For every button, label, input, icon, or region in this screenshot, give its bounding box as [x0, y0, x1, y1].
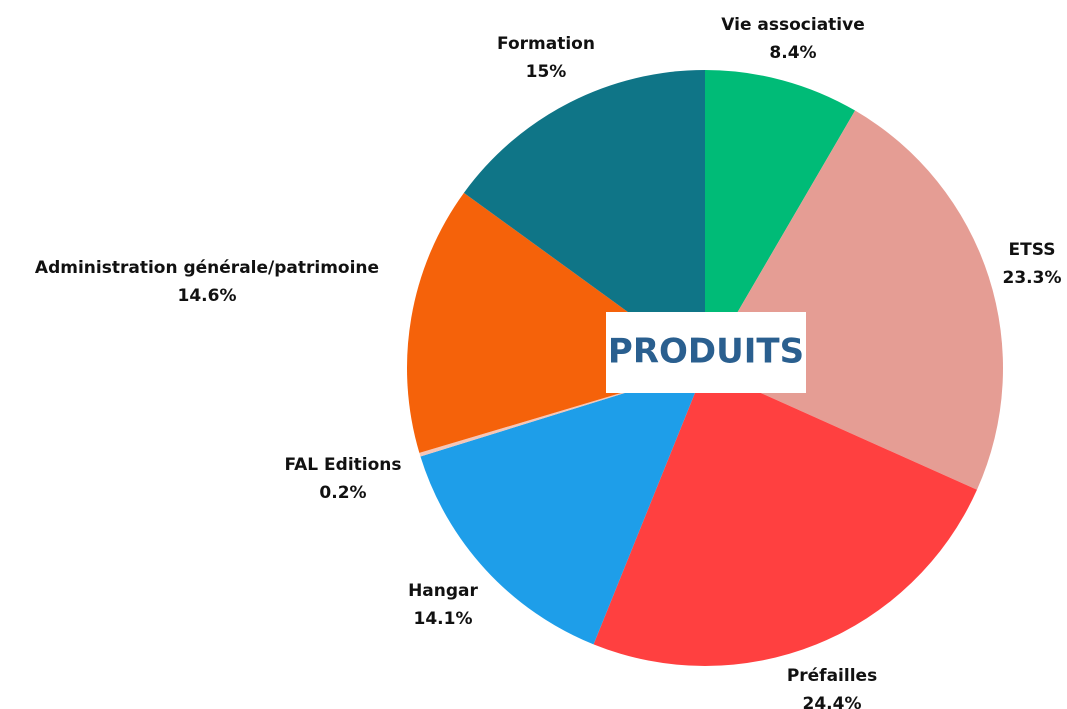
slice-label: ETSS: [1009, 240, 1056, 260]
chart-title: PRODUITS: [608, 332, 804, 372]
pie-slice: [593, 368, 977, 667]
slice-label: Formation: [497, 34, 595, 54]
slice-value: 8.4%: [769, 43, 816, 63]
slice-label: Hangar: [408, 581, 478, 601]
pie-slice: [705, 70, 856, 368]
slice-value: 15%: [526, 62, 567, 82]
slice-value: 24.4%: [803, 694, 862, 709]
slice-label: Vie associative: [721, 15, 864, 35]
center-box: [606, 312, 806, 393]
slice-value: 23.3%: [1003, 268, 1062, 288]
pie: [406, 70, 1003, 667]
pie-slice: [420, 368, 705, 645]
slice-label: Préfailles: [787, 666, 877, 686]
pie-slice: [705, 110, 1003, 490]
pie-slice: [463, 70, 705, 368]
slice-label: FAL Editions: [284, 455, 401, 475]
slice-value: 14.6%: [178, 286, 237, 306]
slice-label: Administration générale/patrimoine: [35, 258, 379, 278]
slice-value: 0.2%: [319, 483, 366, 503]
slice-value: 14.1%: [414, 609, 473, 629]
